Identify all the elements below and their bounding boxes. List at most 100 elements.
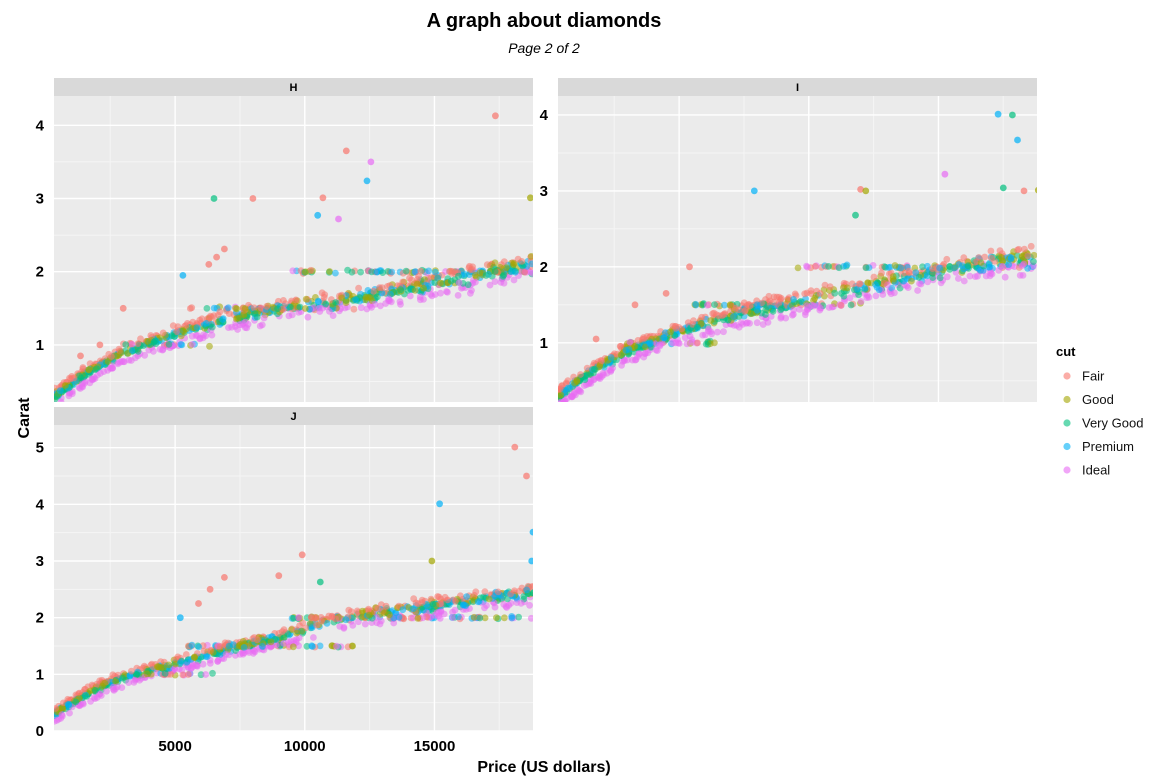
- data-point: [274, 305, 281, 312]
- data-point: [908, 277, 915, 285]
- data-point: [455, 613, 462, 621]
- data-point: [782, 314, 790, 322]
- data-point: [497, 278, 505, 286]
- data-point: [293, 629, 301, 637]
- data-point: [119, 304, 127, 312]
- data-point: [634, 337, 642, 344]
- data-point: [720, 328, 727, 336]
- data-point: [370, 287, 377, 295]
- data-point: [491, 278, 499, 285]
- data-point: [194, 332, 201, 339]
- data-point: [678, 325, 685, 333]
- data-point: [200, 647, 208, 655]
- data-point: [470, 591, 478, 599]
- data-point: [796, 305, 803, 313]
- data-point: [414, 615, 422, 622]
- data-point: [1027, 242, 1035, 250]
- data-point: [891, 289, 898, 297]
- data-point: [388, 268, 396, 276]
- data-point: [988, 254, 995, 262]
- data-point: [136, 676, 144, 684]
- data-point: [436, 500, 443, 508]
- data-point: [694, 323, 701, 331]
- data-point: [93, 365, 100, 373]
- data-point: [573, 378, 581, 385]
- legend-key: [1063, 466, 1071, 474]
- data-point: [981, 253, 989, 261]
- data-point: [621, 357, 628, 365]
- data-point: [528, 557, 533, 565]
- data-point: [523, 586, 531, 594]
- data-point: [924, 262, 931, 270]
- y-tick-label: 2: [36, 610, 44, 627]
- data-point: [224, 304, 232, 312]
- x-axis-title: Price (US dollars): [477, 759, 610, 776]
- data-point: [485, 595, 493, 603]
- data-point: [198, 315, 206, 323]
- data-point: [373, 268, 381, 276]
- data-point: [150, 347, 157, 355]
- facet-strip-label: I: [796, 82, 799, 94]
- data-point: [710, 309, 718, 317]
- data-point: [292, 296, 300, 304]
- data-point: [151, 337, 159, 345]
- data-point: [527, 253, 533, 260]
- data-point: [225, 642, 233, 650]
- data-point: [966, 272, 974, 280]
- data-point: [221, 574, 228, 581]
- data-point: [470, 613, 478, 621]
- data-point: [182, 322, 190, 329]
- y-tick-label: 3: [36, 553, 44, 570]
- y-tick-label: 4: [36, 117, 45, 134]
- data-point: [139, 664, 147, 672]
- data-point: [428, 557, 436, 565]
- data-point: [797, 298, 804, 305]
- data-point: [1019, 272, 1027, 279]
- data-point: [721, 301, 728, 309]
- data-point: [986, 263, 994, 271]
- data-point: [675, 340, 683, 347]
- data-point: [494, 588, 502, 596]
- data-point: [77, 352, 84, 360]
- chart-title: A graph about diamonds: [427, 10, 662, 32]
- data-point: [342, 299, 350, 306]
- data-point: [342, 616, 350, 624]
- data-point: [118, 357, 126, 365]
- data-point: [428, 292, 436, 300]
- data-point: [307, 614, 315, 622]
- data-point: [374, 293, 381, 301]
- y-axis-title: Carat: [16, 397, 33, 439]
- data-point: [510, 261, 517, 268]
- data-point: [298, 627, 306, 635]
- data-point: [447, 267, 454, 275]
- data-point: [378, 289, 386, 297]
- data-point: [128, 346, 136, 354]
- data-point: [202, 319, 210, 327]
- data-point: [577, 371, 584, 378]
- data-point: [1014, 136, 1021, 144]
- data-point: [376, 284, 383, 292]
- data-point: [364, 287, 372, 294]
- data-point: [243, 324, 251, 332]
- data-point: [936, 274, 944, 282]
- data-point: [694, 339, 701, 347]
- data-point: [971, 273, 979, 280]
- data-point: [103, 687, 110, 695]
- data-point: [241, 305, 249, 312]
- data-point: [862, 187, 870, 195]
- data-point: [54, 395, 59, 402]
- data-point: [900, 277, 908, 285]
- data-point: [872, 281, 879, 288]
- data-point: [596, 375, 604, 382]
- data-point: [287, 303, 294, 311]
- data-point: [208, 331, 216, 339]
- data-point: [914, 287, 921, 294]
- data-point: [596, 363, 603, 370]
- points: [558, 110, 1037, 402]
- data-point: [686, 263, 693, 271]
- data-point: [702, 340, 710, 348]
- data-point: [128, 341, 136, 348]
- data-point: [526, 601, 533, 609]
- data-point: [714, 328, 721, 336]
